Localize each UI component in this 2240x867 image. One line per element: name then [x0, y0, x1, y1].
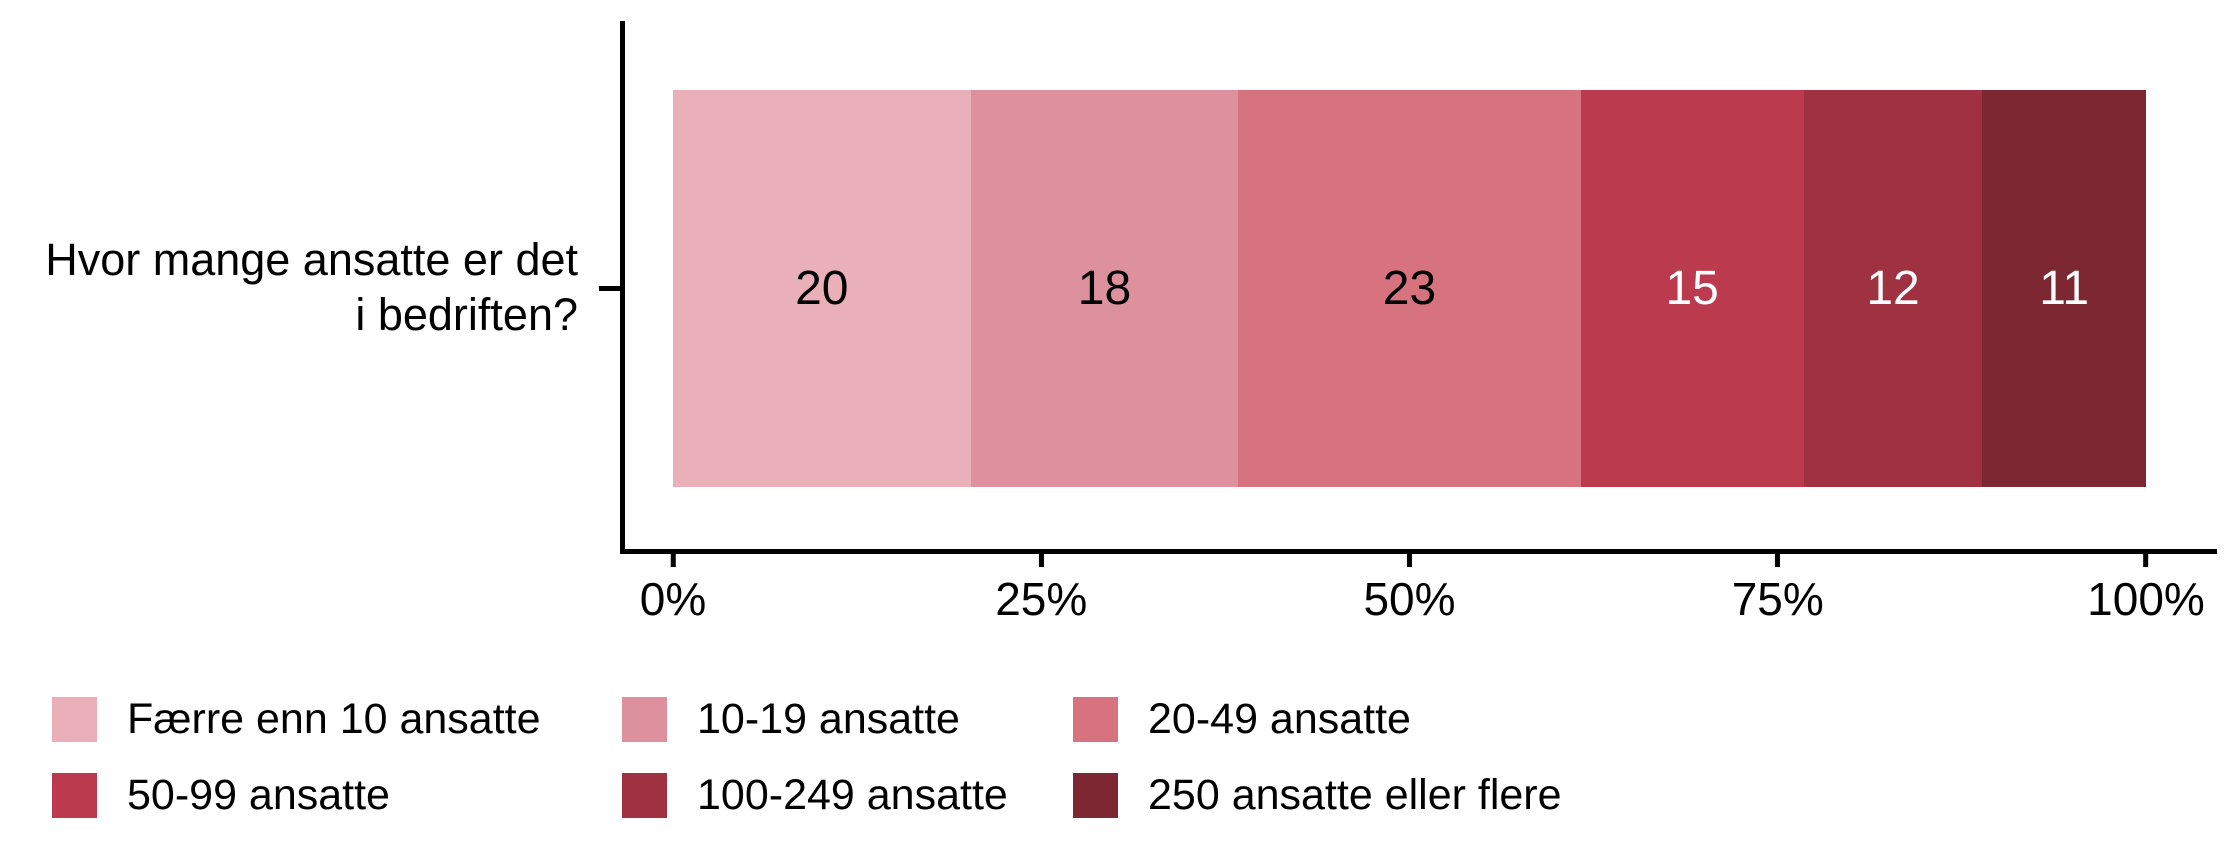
bar-segment-faerre-enn-10: 20	[673, 90, 971, 487]
x-tick-mark	[2143, 554, 2149, 567]
x-tick-label: 0%	[639, 573, 707, 625]
bar-segment-value: 11	[2039, 262, 2090, 315]
legend-key-swatch	[622, 773, 667, 818]
x-tick-75: 75%	[1732, 554, 1824, 626]
legend-key-swatch	[1073, 773, 1118, 818]
x-tick-0: 0%	[640, 554, 706, 626]
legend-key-swatch	[1073, 697, 1118, 742]
x-tick-mark	[670, 554, 676, 567]
legend-key-swatch	[52, 773, 97, 818]
y-axis-label-line-1: Hvor mange ansatte er det	[45, 234, 578, 285]
y-axis-tick-mark	[599, 286, 620, 291]
legend-item-50-99: 50-99 ansatte	[52, 771, 390, 820]
x-tick-label: 25%	[995, 573, 1088, 625]
x-tick-100: 100%	[2087, 554, 2205, 626]
legend-label: 10-19 ansatte	[697, 695, 960, 743]
bar-segment-10-19: 18	[970, 90, 1239, 487]
legend-key-swatch	[622, 697, 667, 742]
x-tick-label: 50%	[1363, 573, 1456, 625]
x-tick-mark	[1038, 554, 1044, 567]
bar-segment-value: 23	[1382, 262, 1437, 315]
legend-label: Færre enn 10 ansatte	[127, 695, 541, 743]
x-tick-label: 100%	[2087, 573, 2205, 625]
x-tick-mark	[1775, 554, 1781, 567]
bar-segment-250-eller-flere: 11	[1982, 90, 2146, 487]
x-tick-25: 25%	[995, 554, 1087, 626]
bar-segment-100-249: 12	[1803, 90, 1983, 487]
bar-segment-value: 12	[1866, 262, 1920, 315]
legend-label: 250 ansatte eller flere	[1148, 771, 1562, 819]
legend-item-250-eller-flere: 250 ansatte eller flere	[1073, 771, 1562, 820]
bar-segment-value: 15	[1665, 262, 1719, 315]
legend-key-swatch	[52, 697, 97, 742]
x-tick-label: 75%	[1731, 573, 1824, 625]
y-axis-label-line-2: i bedriften?	[355, 289, 578, 340]
x-tick-50: 50%	[1363, 554, 1456, 626]
y-axis-line	[620, 21, 625, 554]
y-axis-category-label: Hvor mange ansatte er det i bedriften?	[0, 232, 578, 342]
legend-item-10-19: 10-19 ansatte	[622, 695, 960, 744]
bar-segment-value: 20	[795, 262, 849, 315]
x-axis: 0% 25% 50% 75% 100%	[640, 554, 2205, 644]
x-tick-mark	[1406, 554, 1412, 567]
legend-label: 20-49 ansatte	[1148, 695, 1411, 743]
bar-segment-value: 18	[1077, 262, 1132, 315]
stacked-bar: 20 18 23 15 12 11	[673, 90, 2146, 487]
legend-label: 50-99 ansatte	[127, 771, 390, 819]
x-axis-line	[620, 549, 2217, 554]
legend-label: 100-249 ansatte	[697, 771, 1008, 819]
legend-item-faerre-enn-10: Færre enn 10 ansatte	[52, 695, 541, 744]
bar-segment-50-99: 15	[1580, 90, 1804, 487]
bar-segment-20-49: 23	[1238, 90, 1581, 487]
legend-item-20-49: 20-49 ansatte	[1073, 695, 1411, 744]
legend-item-100-249: 100-249 ansatte	[622, 771, 1008, 820]
